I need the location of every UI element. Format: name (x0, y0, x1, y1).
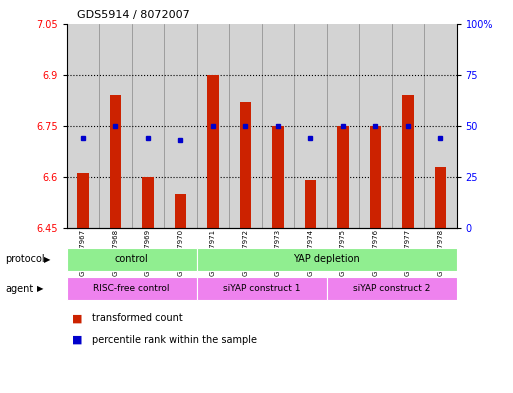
Text: control: control (115, 254, 149, 264)
Text: siYAP construct 2: siYAP construct 2 (353, 285, 430, 293)
Bar (370, 126, 381, 228)
Bar (67, 248, 196, 271)
Text: RISC-free control: RISC-free control (93, 285, 170, 293)
Bar (207, 75, 219, 228)
Text: ■: ■ (72, 313, 82, 323)
Bar (142, 177, 153, 228)
Bar (294, 24, 327, 228)
Bar (391, 24, 424, 228)
Text: siYAP construct 1: siYAP construct 1 (223, 285, 301, 293)
Bar (110, 95, 121, 228)
Bar (424, 24, 457, 228)
Text: protocol: protocol (5, 254, 45, 264)
Bar (99, 24, 132, 228)
Bar (67, 24, 99, 228)
Text: percentile rank within the sample: percentile rank within the sample (92, 335, 258, 345)
Bar (240, 102, 251, 228)
Text: GDS5914 / 8072007: GDS5914 / 8072007 (77, 10, 190, 20)
Bar (196, 248, 457, 271)
Bar (402, 95, 413, 228)
Bar (359, 24, 391, 228)
Bar (164, 24, 196, 228)
Bar (327, 24, 359, 228)
Text: YAP depletion: YAP depletion (293, 254, 360, 264)
Text: ▶: ▶ (37, 285, 44, 293)
Bar (67, 277, 196, 300)
Bar (305, 180, 316, 228)
Bar (132, 24, 164, 228)
Bar (327, 277, 457, 300)
Bar (175, 194, 186, 228)
Bar (435, 167, 446, 228)
Bar (77, 173, 89, 228)
Bar (196, 277, 327, 300)
Text: transformed count: transformed count (92, 313, 183, 323)
Bar (196, 24, 229, 228)
Bar (337, 126, 348, 228)
Text: agent: agent (5, 284, 33, 294)
Bar (262, 24, 294, 228)
Bar (272, 126, 284, 228)
Text: ▶: ▶ (44, 255, 50, 264)
Text: ■: ■ (72, 335, 82, 345)
Bar (229, 24, 262, 228)
